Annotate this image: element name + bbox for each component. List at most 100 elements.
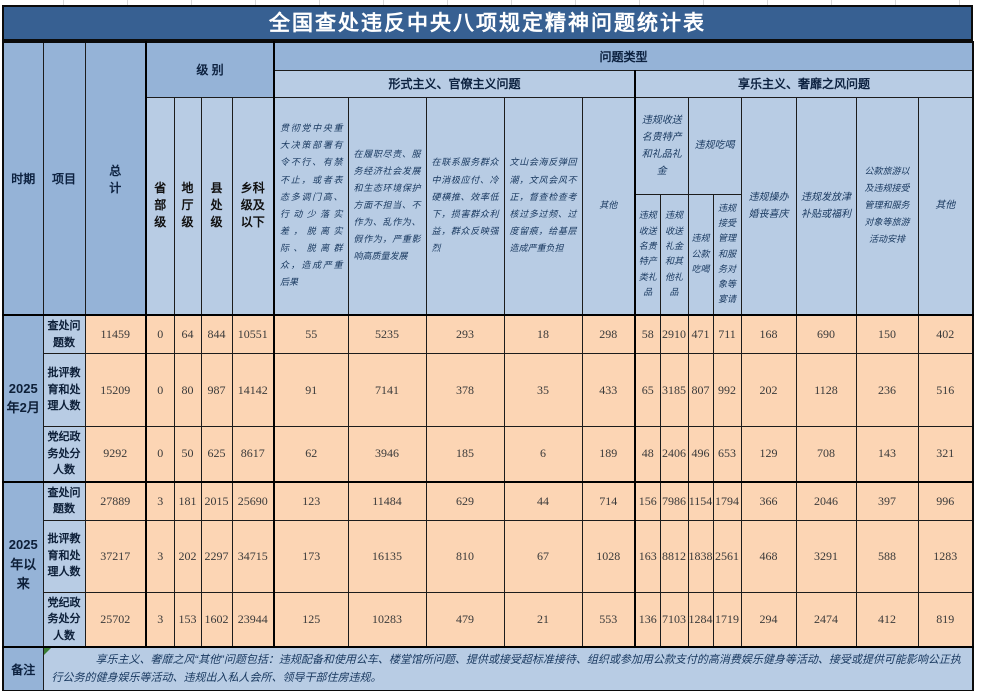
data-cell: 62: [273, 426, 349, 482]
data-cell: 690: [795, 314, 857, 354]
row-item-label: 党纪政务处分人数: [42, 591, 86, 648]
header-formalism-col-1: 贯彻党中央重大决策部署有令不行、有禁不止，或者表态多调门高、行动少落实差，脱离实…: [273, 96, 349, 316]
data-cell: 378: [425, 353, 505, 427]
header-travel-col: 公款旅游以及违规接受管理和服务对象等旅游活动安排: [855, 96, 919, 316]
data-cell: 468: [740, 519, 797, 593]
data-cell: 402: [917, 314, 974, 354]
data-cell: 55: [273, 314, 349, 354]
data-cell: 168: [740, 314, 797, 354]
data-cell: 189: [581, 426, 636, 482]
data-cell: 7141: [347, 353, 427, 427]
data-cell: 181: [173, 480, 202, 521]
data-cell: 412: [855, 591, 919, 648]
header-level-prefecture-label: 地厅级: [181, 180, 194, 230]
data-cell: 321: [917, 426, 974, 482]
data-cell: 150: [855, 314, 919, 354]
data-cell: 553: [581, 591, 636, 648]
header-dining-group: 违规吃喝: [687, 96, 742, 195]
header-formalism-col-4: 文山会海反弹回潮，文风会风不正，督查检查考核过多过频、过度留痕，给基层造成严重负…: [503, 96, 583, 316]
data-cell: 1794: [712, 480, 742, 521]
data-cell: 163: [634, 519, 661, 593]
header-level-county-label: 县处级: [210, 180, 223, 230]
data-cell: 293: [425, 314, 505, 354]
data-cell: 1838: [687, 519, 714, 593]
data-cell: 516: [917, 353, 974, 427]
data-cell: 173: [273, 519, 349, 593]
data-cell: 1128: [795, 353, 857, 427]
data-cell: 2406: [659, 426, 689, 482]
header-period: 时期: [2, 41, 44, 316]
data-cell: 1602: [200, 591, 233, 648]
data-cell: 185: [425, 426, 505, 482]
header-level-county: 县处级: [200, 96, 233, 316]
data-cell: 3: [145, 480, 175, 521]
data-cell: 3: [145, 519, 175, 593]
notes-cell: 享乐主义、奢靡之风“其他”问题包括：违规配备和使用公车、楼堂馆所问题、提供或接受…: [42, 645, 974, 691]
header-level-province-label: 省部级: [154, 180, 167, 230]
data-cell: 34715: [231, 519, 275, 593]
data-cell: 18: [503, 314, 583, 354]
data-cell: 65: [634, 353, 661, 427]
row-item-label: 批评教育和处理人数: [42, 519, 86, 593]
data-cell: 153: [173, 591, 202, 648]
header-wedding-col: 违规操办婚丧喜庆: [740, 96, 797, 316]
data-cell: 35: [503, 353, 583, 427]
header-gifts-sub-1: 违规收送名贵特产类礼品: [634, 193, 661, 316]
header-level-township-label: 乡科级及以下: [240, 180, 265, 230]
row-item-label: 批评教育和处理人数: [42, 353, 86, 427]
header-total: 总计: [84, 41, 147, 316]
header-level-province: 省部级: [145, 96, 175, 316]
data-cell: 143: [855, 426, 919, 482]
data-cell: 7103: [659, 591, 689, 648]
data-cell: 5235: [347, 314, 427, 354]
data-cell: 1284: [687, 591, 714, 648]
data-cell: 0: [145, 314, 175, 354]
header-item: 项目: [42, 41, 86, 316]
notes-text: 享乐主义、奢靡之风“其他”问题包括：违规配备和使用公车、楼堂馆所问题、提供或接受…: [51, 654, 961, 685]
data-cell: 3: [145, 591, 175, 648]
row-item-label: 查处问题数: [42, 314, 86, 354]
header-total-label: 总计: [109, 163, 122, 195]
data-cell: 10551: [231, 314, 275, 354]
data-cell: 15209: [84, 353, 147, 427]
data-cell: 9292: [84, 426, 147, 482]
header-level-prefecture: 地厅级: [173, 96, 202, 316]
data-cell: 125: [273, 591, 349, 648]
data-cell: 236: [855, 353, 919, 427]
data-cell: 711: [712, 314, 742, 354]
header-formalism-group: 形式主义、官僚主义问题: [273, 69, 636, 98]
data-cell: 819: [917, 591, 974, 648]
data-cell: 156: [634, 480, 661, 521]
data-cell: 58: [634, 314, 661, 354]
data-cell: 714: [581, 480, 636, 521]
header-formalism-col-2: 在履职尽责、服务经济社会发展和生态环境保护方面不担当、不作为、乱作为、假作为，严…: [347, 96, 427, 316]
data-cell: 3291: [795, 519, 857, 593]
header-dining-sub-1: 违规公款吃喝: [687, 193, 714, 316]
data-cell: 202: [173, 519, 202, 593]
data-cell: 996: [917, 480, 974, 521]
data-cell: 14142: [231, 353, 275, 427]
data-cell: 2297: [200, 519, 233, 593]
data-cell: 67: [503, 519, 583, 593]
data-cell: 80: [173, 353, 202, 427]
data-cell: 588: [855, 519, 919, 593]
data-cell: 2561: [712, 519, 742, 593]
header-hedonism-group: 享乐主义、奢靡之风问题: [634, 69, 974, 98]
data-cell: 48: [634, 426, 661, 482]
data-cell: 91: [273, 353, 349, 427]
header-gifts-group: 违规收送名贵特产和礼品礼金: [634, 96, 689, 195]
statistics-table: 时期 项目 总计 级 别 问题类型 形式主义、官僚主义问题 享乐主义、奢靡之风问…: [2, 41, 975, 691]
header-dining-sub-2: 违规接受管理和服务对象等宴请: [712, 193, 742, 316]
data-cell: 1028: [581, 519, 636, 593]
data-cell: 3946: [347, 426, 427, 482]
data-cell: 496: [687, 426, 714, 482]
data-cell: 1283: [917, 519, 974, 593]
data-cell: 27889: [84, 480, 147, 521]
data-cell: 6: [503, 426, 583, 482]
header-allowance-col: 违规发放津补贴或福利: [795, 96, 857, 316]
data-cell: 397: [855, 480, 919, 521]
table-sheet: 全国查处违反中央八项规定精神问题统计表 时期 项目 总计 级 别 问题类型 形式…: [2, 5, 975, 691]
data-cell: 25702: [84, 591, 147, 648]
data-cell: 366: [740, 480, 797, 521]
